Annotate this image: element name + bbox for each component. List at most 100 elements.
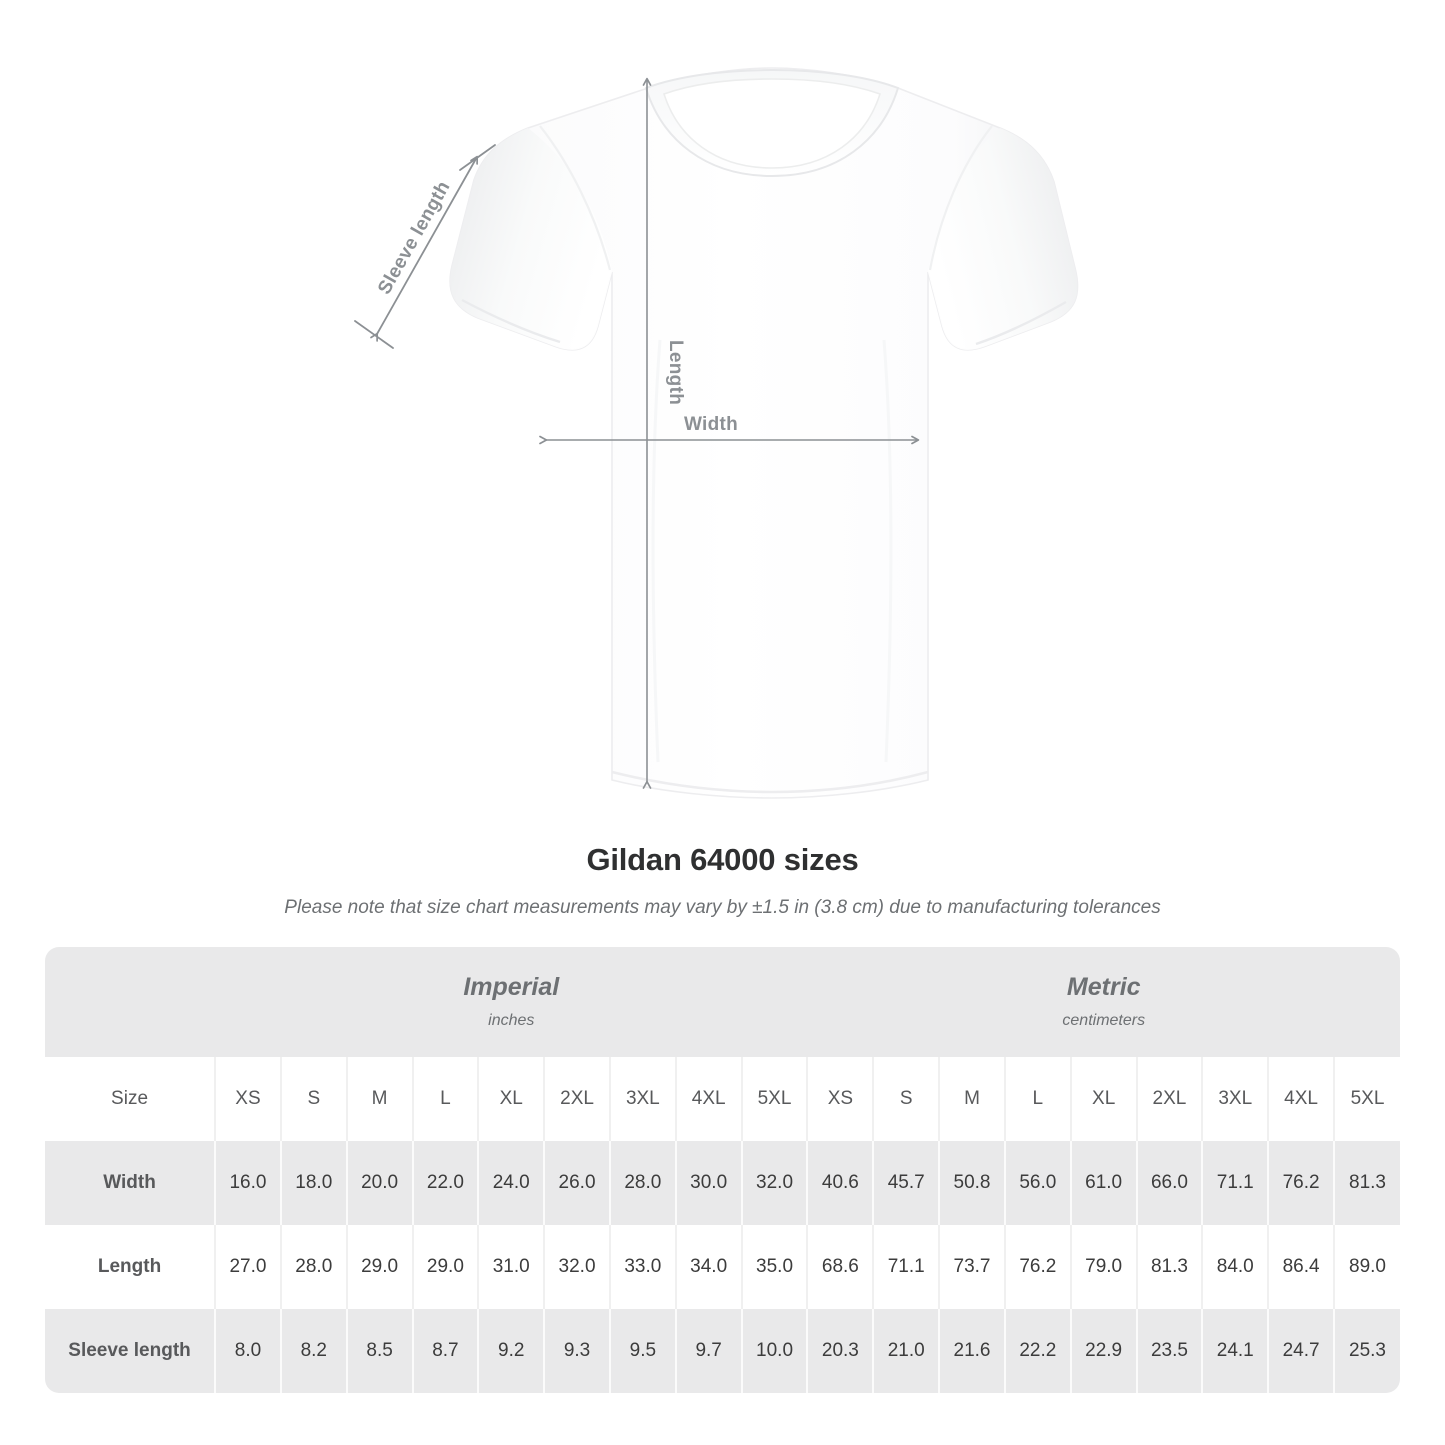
measurement-cell: 22.2: [1003, 1309, 1071, 1393]
right-sleeve-shade: [928, 128, 1078, 350]
measurement-cell: 22.9: [1069, 1309, 1137, 1393]
measurement-cell: 9.2: [477, 1309, 545, 1393]
measurement-cell: 22.0: [411, 1141, 479, 1225]
length-label: Length: [665, 340, 686, 405]
measurement-cell: 24.7: [1267, 1309, 1334, 1393]
shirt-shape: [449, 67, 1079, 799]
measurement-cell: 10.0: [740, 1309, 808, 1393]
measurement-cell: 81.3: [1332, 1141, 1400, 1225]
measurement-cell: 26.0: [543, 1141, 610, 1225]
size-header-cell: XL: [477, 1057, 545, 1141]
size-header-cell: XS: [214, 1057, 281, 1141]
size-header-cell: XL: [1069, 1057, 1137, 1141]
measurement-cell: 33.0: [608, 1225, 676, 1309]
measurement-cell: 30.0: [674, 1141, 742, 1225]
length-dimension: Length: [642, 77, 686, 789]
size-header-cell: 5XL: [1332, 1057, 1400, 1141]
size-header-cell: S: [279, 1057, 347, 1141]
unit-system-unit: inches: [488, 1012, 535, 1029]
size-header-cell: 4XL: [1267, 1057, 1334, 1141]
measurement-cell: 9.7: [674, 1309, 742, 1393]
measurement-cell: 76.2: [1003, 1225, 1071, 1309]
table-row: Width 16.0 18.0 20.0 22.0 24.0 26.0 28.0 30.0 32.…: [45, 1141, 1400, 1225]
body-fold-left: [651, 339, 662, 763]
measurement-cell: 16.0: [214, 1141, 281, 1225]
table-row: Length 27.0 28.0 29.0 29.0 31.0 32.0 33.0 34.0 35…: [45, 1225, 1400, 1309]
size-header-cell: 3XL: [1201, 1057, 1269, 1141]
measurement-cell: 81.3: [1135, 1225, 1203, 1309]
size-header-cell: S: [872, 1057, 940, 1141]
size-header-cell: M: [345, 1057, 413, 1141]
unit-system-row: Imperial inches Metric centimeters: [45, 947, 1400, 1057]
size-chart-table-container: Imperial inches Metric centimeters Size XS S M L…: [45, 947, 1400, 1393]
unit-system-name: Imperial: [463, 973, 560, 1001]
measurement-cell: 8.7: [411, 1309, 479, 1393]
measurement-cell: 27.0: [214, 1225, 281, 1309]
size-header-cell: L: [411, 1057, 479, 1141]
measurement-cell: 50.8: [938, 1141, 1005, 1225]
bottom-hem: [611, 770, 929, 794]
measurement-cell: 20.3: [806, 1309, 874, 1393]
unit-system-name: Metric: [1066, 973, 1141, 1001]
size-chart-table: Imperial inches Metric centimeters Size XS S M L…: [45, 947, 1400, 1393]
unit-system-cell: Imperial inches: [215, 947, 808, 1057]
tshirt-diagram: Sleeve length Length Width: [354, 67, 1079, 799]
page-title: Gildan 64000 sizes: [586, 842, 859, 877]
sleeve-tick-bottom: [354, 320, 394, 349]
measurement-cell: 35.0: [740, 1225, 808, 1309]
measurement-cell: 25.3: [1332, 1309, 1400, 1393]
measurement-cell: 24.1: [1201, 1309, 1269, 1393]
left-sleeve-shade: [450, 128, 612, 350]
measurement-cell: 29.0: [411, 1225, 479, 1309]
measurement-row-label: Width: [45, 1141, 216, 1225]
left-shoulder-seam: [539, 125, 612, 271]
sleeve-length-label: Sleeve length: [374, 178, 455, 298]
measurement-cell: 8.2: [279, 1309, 347, 1393]
measurement-cell: 18.0: [279, 1141, 347, 1225]
body-fold-right: [882, 339, 893, 763]
size-header-cell: 2XL: [1135, 1057, 1203, 1141]
tshirt-svg: Sleeve length Length Width: [354, 67, 1079, 799]
measurement-cell: 9.5: [608, 1309, 676, 1393]
measurement-cell: 73.7: [938, 1225, 1005, 1309]
measurement-cell: 28.0: [608, 1141, 676, 1225]
measurement-cell: 21.0: [872, 1309, 940, 1393]
measurement-cell: 71.1: [872, 1225, 940, 1309]
size-header-cell: 4XL: [674, 1057, 742, 1141]
measurement-cell: 21.6: [938, 1309, 1005, 1393]
measurement-cell: 89.0: [1332, 1225, 1400, 1309]
measurement-cell: 31.0: [477, 1225, 545, 1309]
measurement-cell: 56.0: [1003, 1141, 1071, 1225]
size-header-cell: 5XL: [740, 1057, 808, 1141]
measurement-cell: 8.5: [345, 1309, 413, 1393]
size-header-cell: XS: [806, 1057, 874, 1141]
measurement-cell: 29.0: [345, 1225, 413, 1309]
size-header-cell: L: [1003, 1057, 1071, 1141]
measurement-cell: 84.0: [1201, 1225, 1269, 1309]
measurement-cell: 76.2: [1267, 1141, 1334, 1225]
sleeve-length-arrow: [370, 155, 479, 342]
unit-system-unit: centimeters: [1062, 1012, 1146, 1029]
measurement-cell: 24.0: [477, 1141, 545, 1225]
unit-system-cell: Metric centimeters: [807, 947, 1400, 1057]
measurement-row-label: Length: [45, 1225, 216, 1309]
measurement-cell: 32.0: [740, 1141, 808, 1225]
size-column-header: Size: [45, 1057, 216, 1141]
measurement-cell: 8.0: [214, 1309, 281, 1393]
measurement-cell: 45.7: [872, 1141, 940, 1225]
width-dimension: Width: [539, 414, 920, 445]
right-sleeve-hem: [975, 300, 1067, 346]
measurement-cell: 34.0: [674, 1225, 742, 1309]
measurement-cell: 68.6: [806, 1225, 874, 1309]
collar-inner: [663, 78, 881, 169]
measurement-cell: 61.0: [1069, 1141, 1137, 1225]
measurement-cell: 79.0: [1069, 1225, 1137, 1309]
measurement-cell: 86.4: [1267, 1225, 1334, 1309]
measurement-cell: 9.3: [543, 1309, 610, 1393]
tolerance-note: Please note that size chart measurements…: [284, 897, 1161, 918]
measurement-cell: 32.0: [543, 1225, 610, 1309]
size-header-cell: 2XL: [543, 1057, 610, 1141]
size-header-cell: 3XL: [608, 1057, 676, 1141]
measurement-cell: 28.0: [279, 1225, 347, 1309]
measurement-cell: 40.6: [806, 1141, 874, 1225]
